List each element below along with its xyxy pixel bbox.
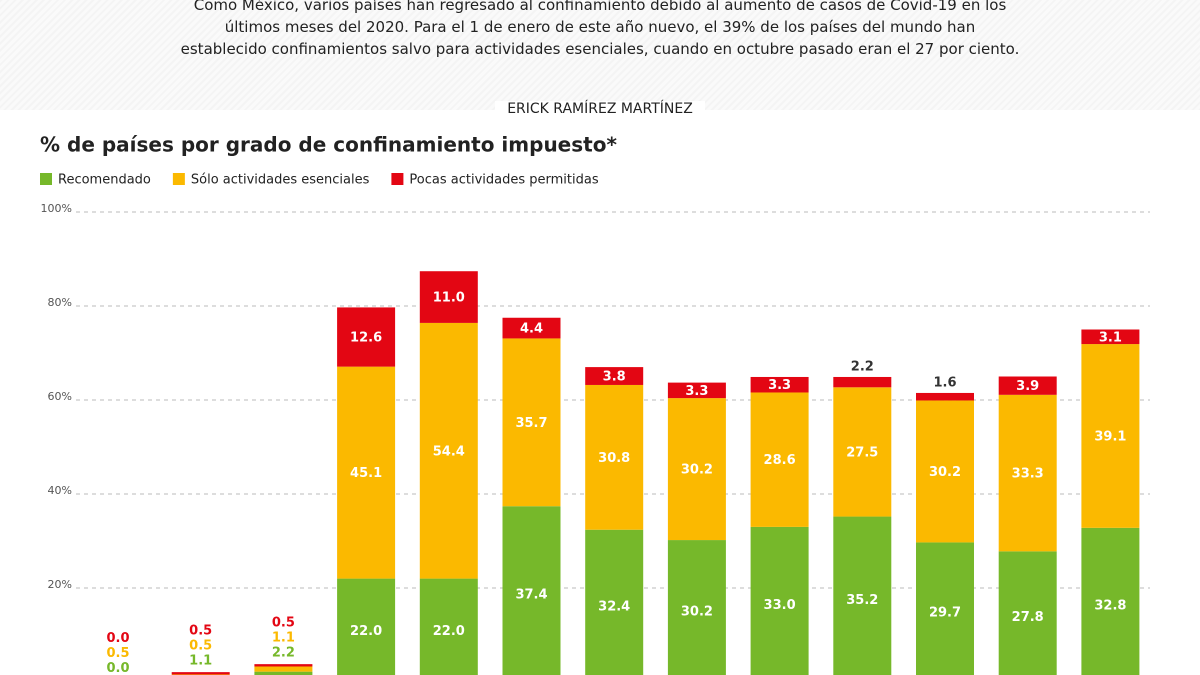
bar-segment <box>998 551 1057 675</box>
bar-segment <box>916 392 974 401</box>
value-label: 54.4 <box>433 444 465 459</box>
value-label: 3.9 <box>1016 379 1039 394</box>
y-tick-label: 60% <box>48 390 72 403</box>
bar-segment <box>502 338 561 507</box>
value-label: 0.5 <box>189 639 212 654</box>
y-tick-label: 100% <box>41 202 72 215</box>
value-label: 37.4 <box>515 588 547 603</box>
value-label: 11.0 <box>433 291 465 306</box>
value-label: 2.2 <box>272 646 295 661</box>
value-label: 39.1 <box>1094 429 1126 444</box>
bar-segment <box>750 526 809 675</box>
value-label: 27.5 <box>846 445 878 460</box>
value-label: 0.5 <box>272 616 295 631</box>
value-label: 32.8 <box>1094 598 1126 613</box>
y-tick-label: 40% <box>48 484 72 497</box>
bar-segment <box>667 540 726 675</box>
chart-title: % de países por grado de confinamiento i… <box>40 133 617 157</box>
bar-segment <box>998 394 1057 552</box>
value-label: 29.7 <box>929 606 961 621</box>
value-label: 32.4 <box>598 599 630 614</box>
bar-segment <box>502 506 561 675</box>
bar-segment <box>419 271 478 323</box>
value-label: 33.0 <box>764 598 796 613</box>
bar-segment <box>337 366 396 579</box>
bar-segment <box>833 376 892 388</box>
y-tick-label: 80% <box>48 296 72 309</box>
value-label: 30.2 <box>681 605 713 620</box>
value-label: 22.0 <box>350 624 382 639</box>
value-label: 3.3 <box>685 384 708 399</box>
value-label: 4.4 <box>520 322 543 337</box>
value-label: 0.0 <box>106 661 129 675</box>
value-label: 2.2 <box>851 359 874 374</box>
value-label: 1.6 <box>933 375 956 390</box>
value-label: 1.1 <box>272 631 295 646</box>
bar-segment <box>585 529 644 675</box>
value-label: 33.3 <box>1012 467 1044 482</box>
bar-segment <box>1081 329 1140 345</box>
value-label: 35.7 <box>515 416 547 431</box>
byline: ERICK RAMÍREZ MARTÍNEZ <box>0 101 1200 117</box>
value-label: 3.3 <box>768 378 791 393</box>
bar-segment <box>585 384 644 530</box>
bar-segment <box>502 317 561 339</box>
value-label: 0.5 <box>189 624 212 639</box>
value-label: 3.1 <box>1099 330 1122 345</box>
bar-segment <box>337 307 396 367</box>
intro-text: Como México, varios países han regresado… <box>180 0 1020 58</box>
bar-segment <box>916 542 974 675</box>
bar-segment <box>337 578 396 675</box>
legend-label: Recomendado <box>58 173 151 188</box>
value-label: 45.1 <box>350 466 382 481</box>
value-label: 0.5 <box>106 646 129 661</box>
value-label: 3.8 <box>603 370 626 385</box>
bar-segment <box>254 664 313 667</box>
bar-segment <box>667 382 726 399</box>
bar-segment <box>254 666 313 672</box>
legend-label: Pocas actividades permitidas <box>409 173 598 188</box>
bar-segment <box>667 398 726 541</box>
value-label: 30.2 <box>681 463 713 478</box>
bar-segment <box>1081 344 1140 528</box>
bar-segment <box>419 322 478 579</box>
value-label: 27.8 <box>1012 610 1044 625</box>
byline-text: ERICK RAMÍREZ MARTÍNEZ <box>495 101 705 117</box>
bar-segment <box>585 367 644 385</box>
bar-segment <box>750 392 809 527</box>
intro-panel: Como México, varios países han regresado… <box>0 0 1200 110</box>
value-label: 35.2 <box>846 593 878 608</box>
legend-swatch <box>40 173 52 185</box>
value-label: 30.2 <box>929 465 961 480</box>
value-label: 1.1 <box>189 654 212 669</box>
bar-segment <box>1081 527 1140 675</box>
bar-segment <box>750 376 809 393</box>
legend-swatch <box>172 173 185 185</box>
legend-label: Sólo actividades esenciales <box>191 173 370 188</box>
legend-swatch <box>391 173 404 185</box>
value-label: 0.0 <box>106 631 129 646</box>
value-label: 28.6 <box>764 453 796 468</box>
bar-segment <box>833 516 892 675</box>
bar-segment <box>916 400 974 543</box>
bar-segment <box>998 376 1057 395</box>
value-label: 12.6 <box>350 331 382 346</box>
y-tick-label: 20% <box>48 578 72 591</box>
value-label: 22.0 <box>433 624 465 639</box>
bar-segment <box>171 672 230 675</box>
value-label: 30.8 <box>598 451 630 466</box>
bar-segment <box>833 387 892 517</box>
bar-segment <box>419 578 478 675</box>
bar-segment <box>254 671 313 675</box>
